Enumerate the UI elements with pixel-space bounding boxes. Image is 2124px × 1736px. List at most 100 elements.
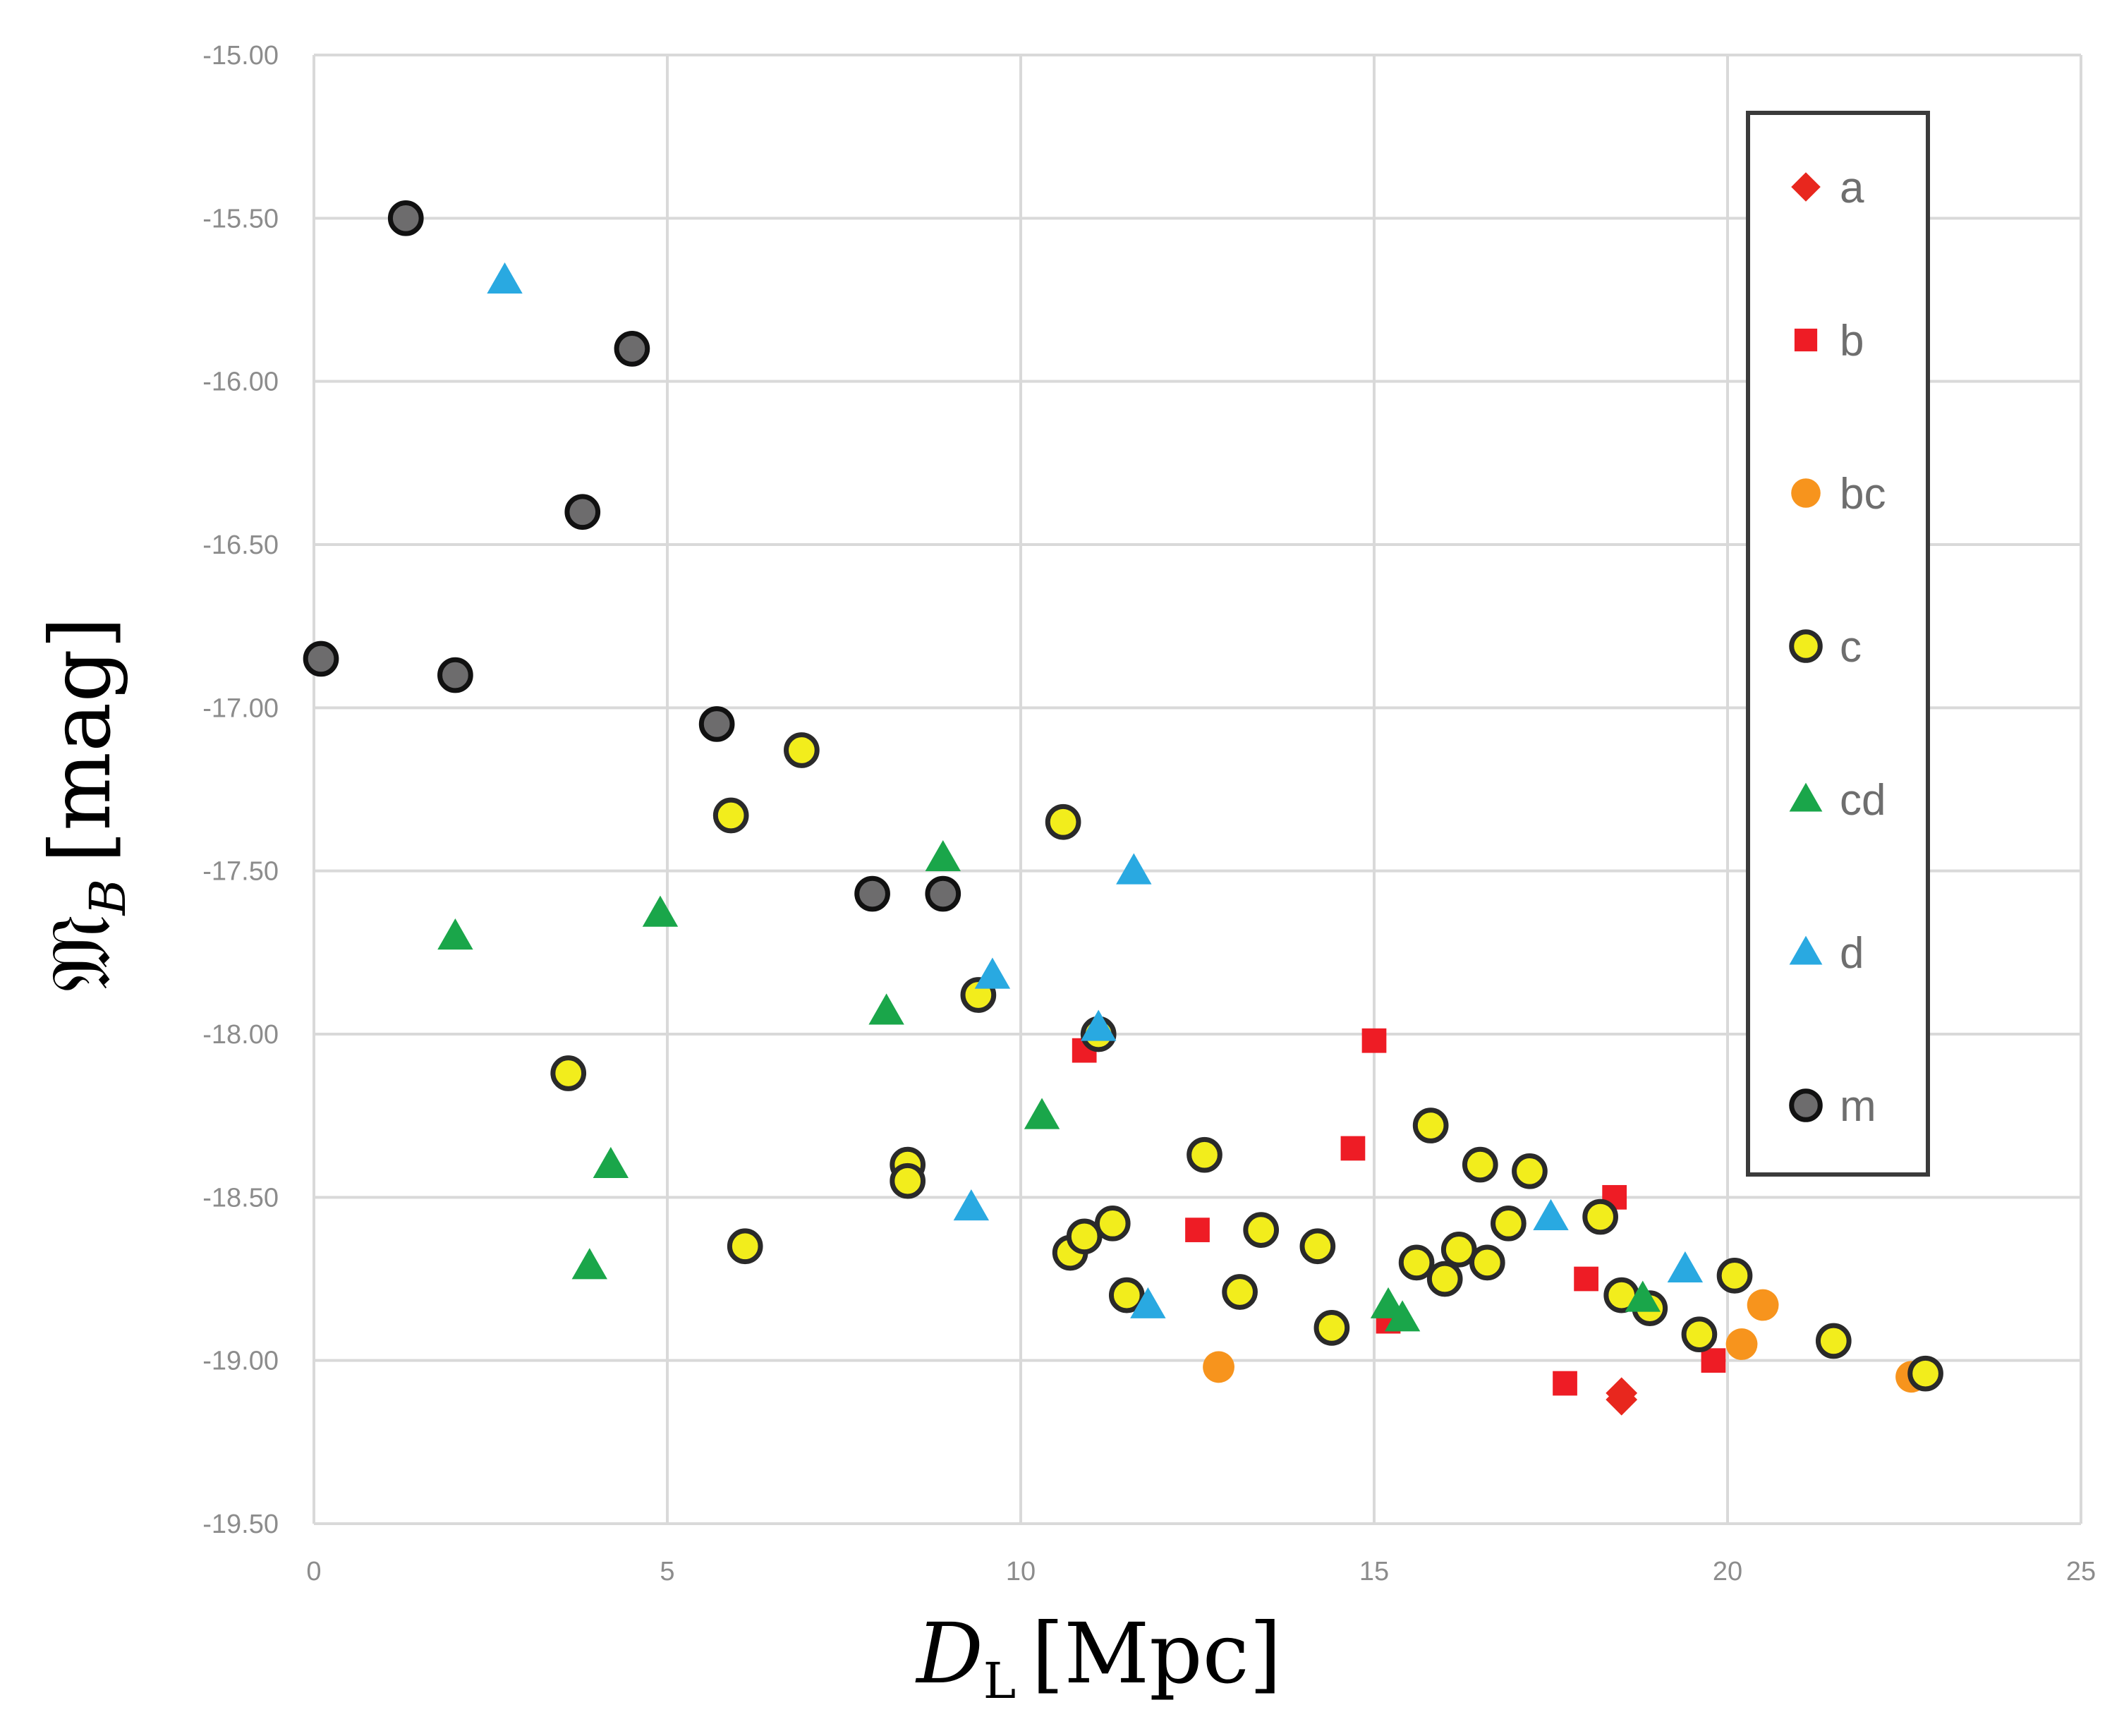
legend-item-a: a bbox=[1791, 164, 1864, 212]
y-tick-label: -17.50 bbox=[202, 857, 279, 887]
marker-m bbox=[437, 657, 473, 693]
marker-bc bbox=[1791, 478, 1821, 508]
marker-b bbox=[1574, 1266, 1598, 1292]
legend-label-bc: bc bbox=[1840, 470, 1886, 518]
marker-c bbox=[784, 732, 820, 768]
series-cd bbox=[437, 839, 1661, 1332]
marker-b bbox=[1701, 1348, 1726, 1373]
legend-item-cd: cd bbox=[1789, 776, 1886, 825]
series-d bbox=[487, 262, 1704, 1318]
legend-label-d: d bbox=[1840, 929, 1864, 978]
marker-c bbox=[1907, 1355, 1943, 1392]
y-tick-label: -18.00 bbox=[202, 1020, 279, 1050]
marker-bc bbox=[1747, 1289, 1779, 1321]
x-axis-unit: [Mpc] bbox=[1031, 1605, 1282, 1702]
marker-cd bbox=[437, 918, 473, 950]
marker-d bbox=[974, 957, 1011, 989]
marker-d bbox=[953, 1189, 990, 1221]
marker-m bbox=[925, 875, 961, 912]
legend-label-m: m bbox=[1840, 1082, 1876, 1131]
marker-c bbox=[1789, 629, 1823, 663]
tick-labels: -15.00 -15.50 -16.00 -16.50 -17.00 -17.50 -18.… bbox=[202, 41, 2096, 1586]
y-tick-label: -19.50 bbox=[202, 1510, 279, 1539]
legend-item-b: b bbox=[1794, 317, 1864, 365]
marker-c bbox=[1108, 1277, 1145, 1313]
x-axis-subscript: L bbox=[983, 1652, 1016, 1710]
marker-m bbox=[564, 494, 601, 530]
marker-m bbox=[854, 875, 890, 912]
legend-label-cd: cd bbox=[1840, 776, 1886, 825]
marker-d bbox=[1533, 1198, 1569, 1230]
marker-d bbox=[1116, 853, 1152, 885]
legend-item-d: d bbox=[1789, 929, 1864, 978]
x-tick-label: 0 bbox=[306, 1557, 321, 1586]
marker-cd bbox=[571, 1248, 607, 1280]
marker-c bbox=[1440, 1232, 1477, 1268]
marker-cd bbox=[1625, 1280, 1661, 1312]
marker-b bbox=[1185, 1218, 1210, 1242]
marker-m bbox=[1789, 1088, 1823, 1122]
marker-d bbox=[1667, 1251, 1704, 1283]
y-tick-label: -16.00 bbox=[202, 368, 279, 397]
y-axis-subscript: B bbox=[79, 879, 137, 916]
marker-c bbox=[1512, 1153, 1548, 1189]
marker-c bbox=[1469, 1244, 1505, 1281]
y-axis-title: 𝔐B [mag] bbox=[32, 617, 137, 992]
marker-cd bbox=[1024, 1098, 1060, 1129]
legend-item-m: m bbox=[1789, 1082, 1876, 1131]
y-tick-label: -17.00 bbox=[202, 693, 279, 723]
marker-c bbox=[1094, 1206, 1131, 1242]
marker-m bbox=[387, 200, 424, 236]
series-b bbox=[1072, 1028, 1726, 1396]
marker-c bbox=[1045, 803, 1081, 840]
x-tick-label: 15 bbox=[1359, 1557, 1389, 1586]
marker-cd bbox=[1384, 1300, 1421, 1332]
x-tick-label: 10 bbox=[1006, 1557, 1036, 1586]
marker-c bbox=[1462, 1146, 1498, 1183]
marker-c bbox=[1243, 1212, 1280, 1248]
data-points bbox=[303, 200, 1943, 1416]
marker-c bbox=[727, 1228, 763, 1265]
marker-b bbox=[1794, 328, 1818, 352]
y-tick-label: -15.50 bbox=[202, 204, 279, 233]
y-axis-symbol: 𝔐 bbox=[32, 915, 129, 992]
series-m bbox=[303, 200, 961, 912]
marker-c bbox=[1491, 1206, 1527, 1242]
y-tick-label: -19.00 bbox=[202, 1347, 279, 1376]
grid-lines bbox=[312, 54, 2082, 1525]
x-axis-title: DL [Mpc] bbox=[915, 1605, 1282, 1710]
marker-c bbox=[890, 1163, 926, 1199]
marker-a bbox=[1606, 1383, 1638, 1416]
marker-cd bbox=[868, 993, 904, 1025]
legend: a b bc c cd d m bbox=[1789, 164, 1886, 1131]
marker-cd bbox=[593, 1146, 629, 1178]
marker-d bbox=[1081, 1009, 1117, 1041]
y-tick-label: -15.00 bbox=[202, 41, 279, 71]
x-tick-label: 5 bbox=[660, 1557, 674, 1586]
marker-c bbox=[1815, 1323, 1852, 1359]
series-c bbox=[550, 732, 1943, 1392]
marker-cd bbox=[1789, 782, 1823, 812]
y-axis-unit: [mag] bbox=[32, 617, 129, 863]
marker-bc bbox=[1725, 1328, 1758, 1360]
marker-c bbox=[1582, 1198, 1618, 1235]
marker-b bbox=[1340, 1136, 1366, 1161]
marker-c bbox=[1716, 1258, 1753, 1294]
marker-c bbox=[1412, 1107, 1449, 1143]
marker-c bbox=[1681, 1316, 1718, 1352]
marker-c bbox=[1398, 1244, 1435, 1281]
legend-box bbox=[1746, 111, 1930, 1177]
marker-c bbox=[1222, 1274, 1258, 1310]
legend-label-a: a bbox=[1840, 164, 1864, 212]
marker-m bbox=[698, 706, 735, 742]
marker-c bbox=[712, 797, 749, 834]
marker-m bbox=[614, 331, 650, 367]
marker-cd bbox=[642, 895, 679, 927]
x-axis-symbol: D bbox=[915, 1605, 983, 1702]
marker-c bbox=[1426, 1261, 1463, 1297]
marker-a bbox=[1791, 172, 1821, 202]
marker-c bbox=[1066, 1218, 1103, 1255]
legend-label-b: b bbox=[1840, 317, 1864, 365]
marker-d bbox=[1130, 1287, 1166, 1318]
